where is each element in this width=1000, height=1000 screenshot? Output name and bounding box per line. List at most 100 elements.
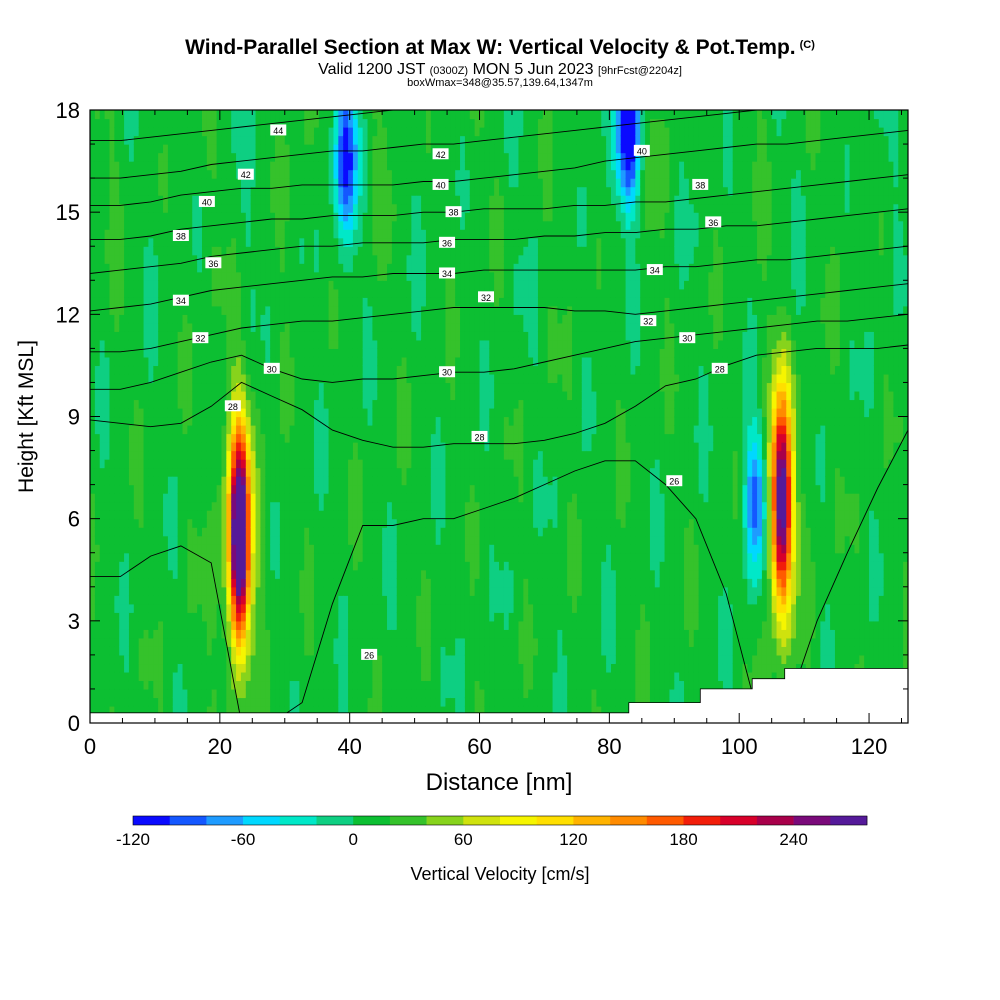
w-cell: [318, 348, 325, 358]
w-cell: [206, 297, 213, 307]
w-cell: [289, 390, 296, 401]
w-cell: [104, 493, 111, 503]
w-cell: [372, 399, 378, 409]
w-cell: [338, 186, 344, 196]
w-cell: [357, 680, 364, 690]
w-cell: [255, 110, 262, 120]
w-cell: [328, 127, 335, 137]
w-cell: [197, 237, 203, 247]
w-cell: [299, 305, 305, 315]
w-cell: [158, 442, 164, 452]
w-cell: [294, 135, 300, 145]
w-cell: [289, 373, 296, 384]
w-cell: [367, 399, 374, 409]
w-cell: [333, 195, 339, 205]
w-cell: [114, 144, 120, 154]
w-cell: [401, 476, 408, 486]
w-cell: [187, 135, 193, 145]
w-cell: [284, 263, 291, 273]
w-cell: [109, 186, 115, 196]
w-cell: [255, 578, 262, 588]
w-cell: [421, 680, 427, 690]
w-cell: [396, 280, 403, 290]
w-cell: [416, 118, 422, 128]
w-cell: [377, 552, 383, 562]
w-cell: [133, 663, 140, 673]
w-cell: [309, 271, 315, 281]
w-cell: [333, 178, 339, 188]
w-cell: [163, 442, 169, 452]
w-cell: [128, 561, 135, 571]
w-cell: [372, 407, 378, 418]
w-cell: [387, 305, 393, 315]
w-cell: [279, 450, 286, 460]
w-cell: [148, 433, 154, 443]
w-cell: [279, 671, 286, 682]
w-cell: [377, 280, 383, 290]
w-cell: [172, 518, 179, 528]
w-cell: [338, 161, 344, 171]
w-cell: [138, 152, 145, 162]
w-cell: [104, 654, 111, 665]
w-cell: [313, 510, 320, 520]
w-cell: [216, 305, 223, 315]
w-cell: [304, 578, 310, 588]
w-cell: [333, 561, 339, 571]
w-cell: [367, 169, 374, 179]
w-cell: [99, 671, 106, 682]
w-cell: [338, 144, 344, 154]
w-cell: [90, 297, 96, 307]
w-cell: [192, 620, 198, 630]
w-cell: [309, 186, 315, 196]
w-cell: [387, 186, 393, 196]
w-cell: [387, 697, 393, 707]
w-cell: [216, 620, 223, 630]
w-cell: [387, 407, 393, 418]
w-cell: [255, 161, 262, 171]
w-cell: [187, 314, 193, 324]
w-cell: [187, 271, 193, 281]
w-cell: [245, 569, 252, 579]
w-cell: [416, 331, 422, 341]
w-cell: [245, 314, 252, 324]
w-cell: [240, 220, 247, 230]
w-cell: [352, 118, 359, 128]
w-cell: [294, 459, 300, 469]
w-cell: [182, 442, 188, 452]
w-cell: [304, 629, 310, 639]
w-cell: [396, 331, 403, 341]
w-cell: [255, 305, 262, 315]
w-cell: [124, 399, 130, 409]
w-cell: [396, 680, 403, 690]
w-cell: [357, 246, 364, 256]
w-cell: [357, 305, 364, 315]
w-cell: [177, 680, 184, 690]
w-cell: [114, 161, 120, 171]
w-cell: [352, 527, 359, 537]
w-cell: [148, 263, 154, 273]
w-cell: [275, 382, 281, 392]
w-cell: [119, 203, 125, 213]
w-cell: [396, 425, 403, 435]
w-cell: [153, 339, 159, 349]
w-cell: [245, 433, 252, 443]
w-cell: [182, 152, 188, 162]
w-cell: [367, 365, 374, 375]
w-cell: [172, 152, 179, 162]
w-cell: [143, 135, 150, 145]
w-cell: [124, 331, 130, 341]
w-cell: [421, 586, 427, 596]
w-cell: [90, 127, 96, 137]
w-cell: [313, 348, 320, 358]
w-cell: [357, 620, 364, 630]
w-cell: [372, 493, 378, 503]
w-cell: [343, 169, 349, 179]
w-cell: [182, 127, 188, 137]
w-cell: [104, 339, 111, 349]
w-cell: [270, 569, 276, 579]
w-cell: [401, 527, 408, 537]
w-cell: [421, 152, 427, 162]
w-cell: [367, 339, 374, 349]
w-cell: [206, 382, 213, 392]
w-cell: [284, 578, 291, 588]
